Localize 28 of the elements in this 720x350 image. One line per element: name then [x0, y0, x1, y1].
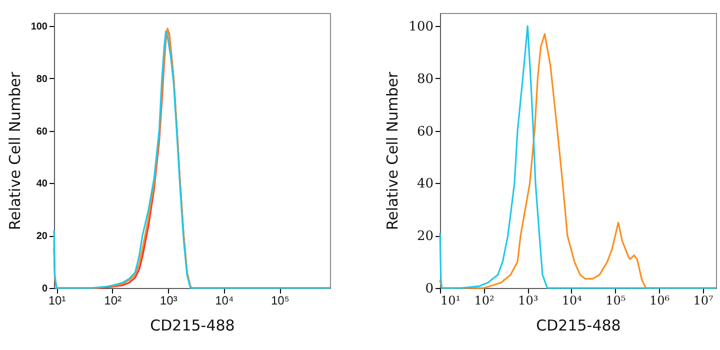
x-tick-label: 10¹ — [440, 294, 461, 308]
y-tick-label: 60 — [36, 126, 48, 138]
y-tick-label: 80 — [416, 72, 434, 87]
x-tick-label: 10⁴ — [215, 294, 234, 308]
x-tick-label: 10⁷ — [693, 294, 714, 308]
y-tick-label: 100 — [30, 22, 48, 33]
x-axis-title: CD215-488 — [150, 316, 235, 334]
y-tick-label: 40 — [36, 178, 48, 190]
x-tick-label: 10² — [474, 294, 495, 308]
y-tick-label: 80 — [36, 74, 48, 85]
x-tick-label: 10³ — [160, 294, 178, 308]
x-tick-label: 10³ — [518, 294, 538, 308]
x-axis-title: CD215-488 — [536, 316, 621, 334]
x-tick-label: 10² — [104, 294, 122, 308]
y-tick-label: 100 — [408, 20, 434, 35]
y-tick-label: 0 — [425, 282, 434, 296]
x-tick-label: 10⁵ — [270, 294, 290, 308]
x-tick-label: 10⁶ — [649, 294, 670, 308]
y-tick-label: 20 — [416, 229, 434, 244]
x-tick-label: 10⁵ — [606, 294, 626, 308]
y-tick-label: 0 — [42, 284, 48, 294]
x-tick-label: 10⁴ — [562, 294, 582, 308]
y-tick-label: 20 — [36, 231, 48, 242]
y-axis-title: Relative Cell Number — [6, 71, 24, 230]
y-tick-label: 40 — [416, 176, 434, 192]
x-tick-label: 10¹ — [48, 294, 66, 308]
y-tick-label: 60 — [416, 124, 434, 140]
y-axis-title: Relative Cell Number — [384, 71, 402, 230]
